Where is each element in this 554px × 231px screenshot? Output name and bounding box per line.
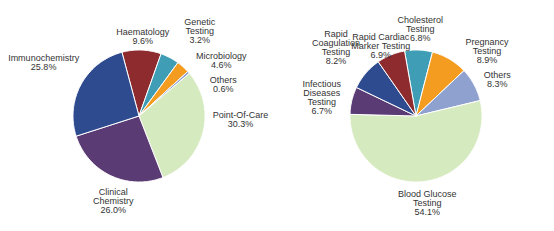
svg-text:ClinicalChemistry26.0%: ClinicalChemistry26.0% <box>93 187 134 215</box>
svg-text:Rapid CardiacMarker Testing6.9: Rapid CardiacMarker Testing6.9% <box>351 32 410 60</box>
svg-text:Immunochemistry25.8%: Immunochemistry25.8% <box>8 53 80 72</box>
html-text:6.8%: 6.8% <box>409 32 431 43</box>
svg-text:Others8.3%: Others8.3% <box>484 70 512 89</box>
svg-text:Haematology9.6%: Haematology9.6% <box>116 27 170 46</box>
html-text:Testing: Testing <box>405 23 435 34</box>
svg-text:GeneticTesting3.2%: GeneticTesting3.2% <box>184 17 216 45</box>
svg-text:Point-Of-Care30.3%: Point-Of-Care30.3% <box>213 110 269 129</box>
svg-text:Blood GlucoseTesting54.1%: Blood GlucoseTesting54.1% <box>398 189 457 217</box>
html-text:8.2%: 8.2% <box>325 56 347 66</box>
svg-text:PregnancyTesting8.9%: PregnancyTesting8.9% <box>466 37 510 65</box>
svg-text:Microbiology4.6%: Microbiology4.6% <box>196 51 247 70</box>
html-text:Cholesterol: Cholesterol <box>397 14 443 25</box>
svg-text:Others0.6%: Others0.6% <box>210 75 238 94</box>
svg-text:InfectiousDiseasesTesting6.7%: InfectiousDiseasesTesting6.7% <box>302 79 341 116</box>
html-text:Rapid: Rapid <box>324 29 348 39</box>
html-text:Coagulation: Coagulation <box>311 38 360 48</box>
html-text:Testing: Testing <box>321 47 351 57</box>
